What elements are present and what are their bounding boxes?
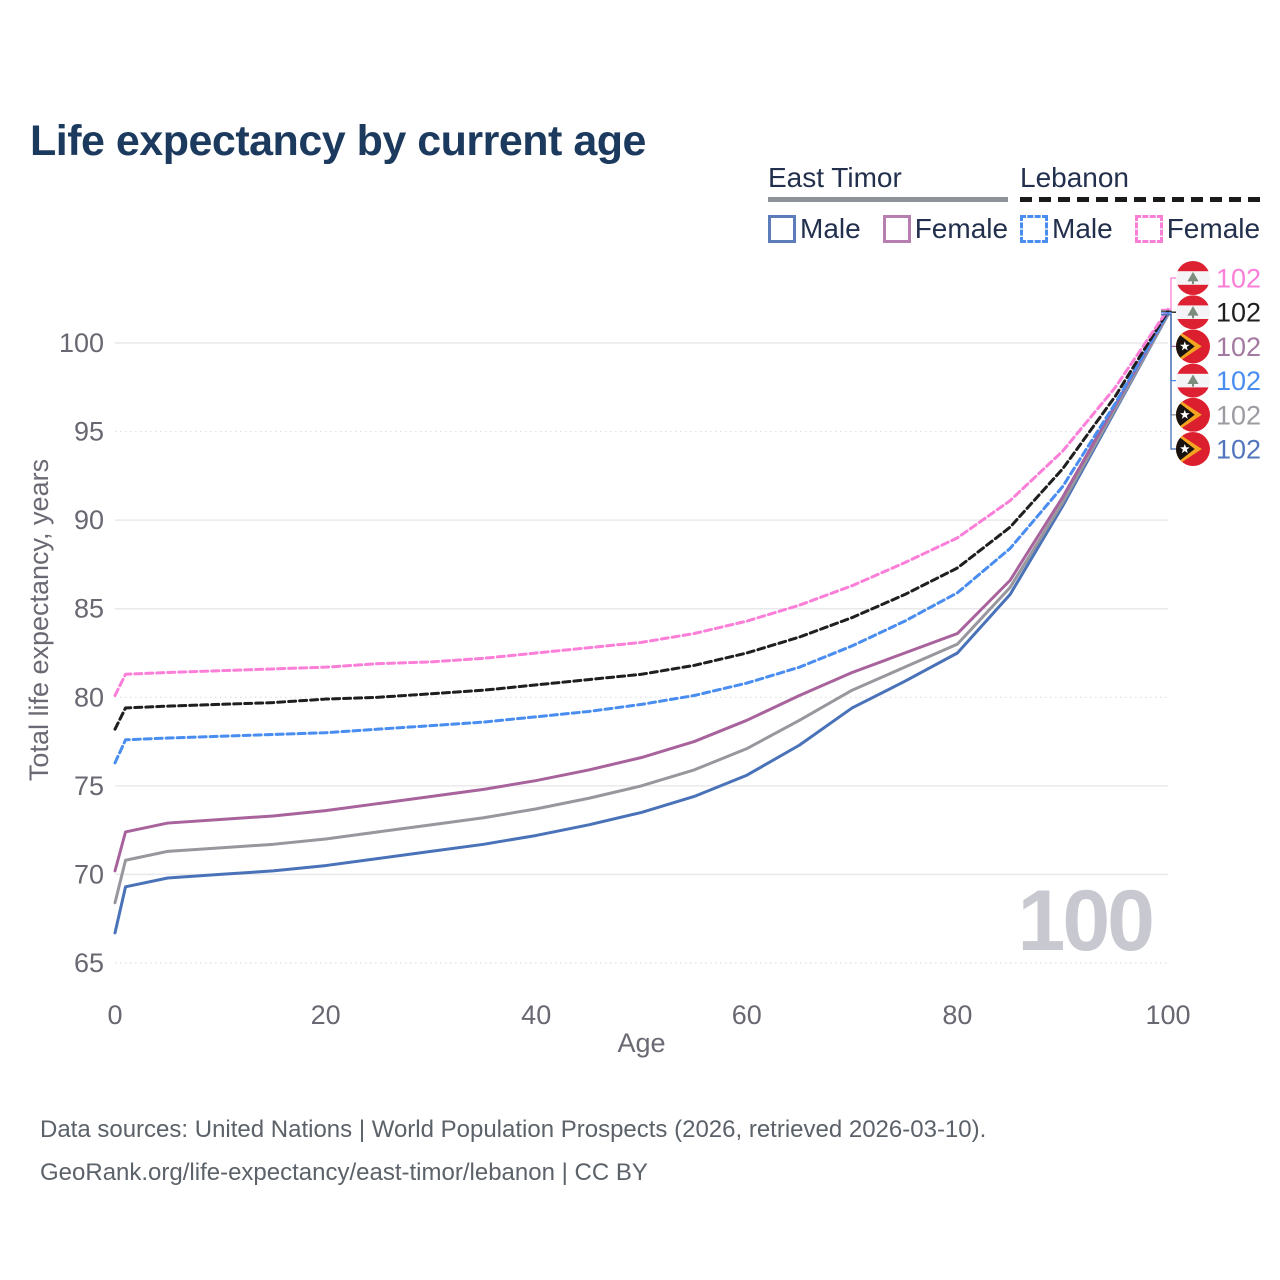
end-value-label-lebanon-total: 102 bbox=[1216, 298, 1261, 328]
legend-line-sample-solid bbox=[768, 197, 1009, 202]
footer-attribution: GeoRank.org/life-expectancy/east-timor/l… bbox=[40, 1159, 648, 1186]
series-line-east-timor-male[interactable] bbox=[113, 313, 1170, 935]
footer: Data sources: United Nations | World Pop… bbox=[40, 1108, 986, 1194]
east-timor-flag-icon bbox=[1176, 432, 1210, 466]
end-leader-line-lebanon-female bbox=[1161, 277, 1176, 311]
end-leader-line-lebanon-total bbox=[1161, 310, 1176, 313]
y-tick-label: 90 bbox=[74, 505, 104, 535]
legend-line-sample-dashed bbox=[1020, 197, 1261, 202]
x-tick-label: 20 bbox=[311, 1000, 341, 1030]
east-timor-flag-icon bbox=[1176, 329, 1210, 364]
legend-swatch-lebanon-male[interactable] bbox=[1020, 215, 1048, 243]
y-tick-label: 70 bbox=[74, 859, 104, 889]
legend-item-east-timor-female[interactable]: Female bbox=[882, 213, 1009, 245]
series-line-lebanon-male[interactable] bbox=[113, 311, 1170, 765]
x-tick-label: 80 bbox=[942, 1000, 972, 1030]
x-axis-title: Age bbox=[617, 1028, 665, 1058]
end-value-label-lebanon-female: 102 bbox=[1216, 264, 1261, 294]
legend-group-east-timor: East Timor Male Female bbox=[768, 162, 1009, 245]
y-tick-label: 100 bbox=[59, 328, 104, 358]
series-line-lebanon-female[interactable] bbox=[113, 307, 1170, 698]
legend-item-label[interactable]: Female bbox=[914, 213, 1009, 244]
x-tick-label: 40 bbox=[521, 1000, 551, 1030]
end-leader-line-east-timor-total bbox=[1161, 314, 1176, 416]
x-tick-label: 0 bbox=[107, 1000, 122, 1030]
lebanon-flag-icon bbox=[1176, 363, 1210, 398]
legend-swatch-lebanon-female[interactable] bbox=[1134, 215, 1163, 243]
legend-item-lebanon-female[interactable]: Female bbox=[1134, 213, 1261, 245]
x-tick-label: 60 bbox=[732, 1000, 762, 1030]
legend-item-lebanon-male[interactable]: Male bbox=[1020, 213, 1113, 245]
series-line-east-timor-female[interactable] bbox=[113, 311, 1170, 873]
legend-swatch-east-timor-male[interactable] bbox=[768, 215, 796, 243]
y-tick-label: 95 bbox=[74, 417, 104, 447]
y-axis-title: Total life expectancy, years bbox=[24, 459, 54, 781]
y-tick-label: 65 bbox=[74, 948, 104, 978]
lebanon-flag-icon bbox=[1176, 295, 1210, 330]
series-line-east-timor-total[interactable] bbox=[113, 313, 1170, 905]
lebanon-flag-icon bbox=[1176, 261, 1210, 295]
y-tick-label: 75 bbox=[74, 771, 104, 801]
legend-item-label[interactable]: Female bbox=[1166, 213, 1261, 244]
footer-data-sources: Data sources: United Nations | World Pop… bbox=[40, 1116, 987, 1143]
end-value-label-east-timor-male: 102 bbox=[1216, 435, 1261, 465]
x-tick-label: 100 bbox=[1145, 1000, 1190, 1030]
y-tick-label: 80 bbox=[74, 682, 104, 712]
legend-group-title-east-timor: East Timor bbox=[768, 162, 902, 193]
legend-item-label[interactable]: Male bbox=[1052, 213, 1113, 244]
y-tick-label: 85 bbox=[74, 594, 104, 624]
legend-group-lebanon: Lebanon Male Female bbox=[1020, 162, 1261, 245]
end-leader-line-east-timor-male bbox=[1161, 314, 1176, 450]
end-value-label-east-timor-total: 102 bbox=[1216, 400, 1261, 430]
age-watermark: 100 bbox=[1017, 873, 1156, 969]
chart-title: Life expectancy by current age bbox=[30, 116, 646, 165]
legend-item-label[interactable]: Male bbox=[800, 213, 861, 244]
legend-group-title-lebanon: Lebanon bbox=[1020, 162, 1130, 193]
legend-item-east-timor-male[interactable]: Male bbox=[768, 213, 861, 245]
east-timor-flag-icon bbox=[1176, 397, 1210, 432]
end-value-label-lebanon-male: 102 bbox=[1216, 366, 1261, 396]
end-value-label-east-timor-female: 102 bbox=[1216, 332, 1261, 362]
legend-swatch-east-timor-female[interactable] bbox=[882, 215, 911, 243]
series-line-lebanon-total[interactable] bbox=[113, 309, 1170, 731]
